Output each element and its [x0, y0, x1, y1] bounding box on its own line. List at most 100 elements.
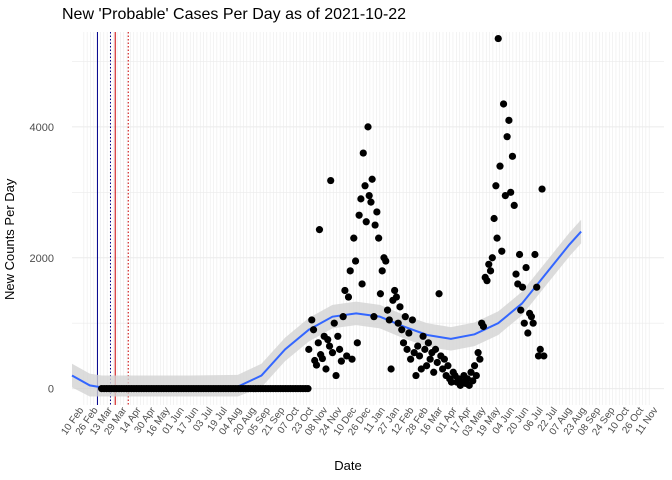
data-point [371, 221, 379, 229]
data-point [394, 319, 402, 327]
data-point [398, 326, 406, 334]
data-point [501, 191, 509, 200]
data-point [524, 329, 532, 337]
data-point [510, 201, 518, 210]
data-point [309, 326, 318, 334]
y-tick-label: 4000 [30, 122, 54, 134]
data-point [407, 355, 415, 363]
data-point [344, 293, 353, 301]
data-point [426, 355, 434, 363]
data-point [540, 352, 548, 360]
data-point [396, 303, 404, 311]
data-point [370, 313, 378, 321]
data-point [376, 290, 385, 298]
data-point [375, 234, 383, 242]
data-point [385, 316, 393, 324]
data-point [361, 182, 369, 190]
data-point [476, 355, 484, 363]
data-point [522, 263, 530, 272]
data-point [304, 385, 312, 393]
data-point [305, 345, 313, 353]
data-point [367, 198, 375, 206]
data-point [415, 352, 424, 360]
data-point [359, 149, 367, 157]
data-point [486, 267, 495, 275]
data-point [479, 322, 488, 331]
data-point [488, 254, 496, 262]
data-point [508, 152, 517, 160]
data-point [335, 345, 344, 353]
data-point [308, 316, 316, 324]
data-point [414, 342, 422, 350]
data-point [353, 339, 361, 347]
data-point [417, 365, 425, 373]
data-point [399, 339, 408, 347]
data-point [327, 176, 335, 185]
data-point [474, 349, 482, 357]
data-point [348, 355, 356, 363]
data-point [507, 188, 515, 196]
data-point [424, 339, 432, 347]
data-point [423, 362, 431, 370]
data-point [337, 357, 345, 365]
data-point [403, 345, 411, 353]
data-point [314, 339, 322, 347]
data-point [438, 365, 447, 373]
data-point [373, 208, 381, 216]
data-point [355, 211, 363, 219]
data-point [346, 267, 354, 275]
data-point [387, 365, 395, 373]
chart-title: New 'Probable' Cases Per Day as of 2021-… [62, 6, 407, 23]
data-point [358, 280, 366, 288]
data-point [517, 306, 525, 314]
data-point [483, 277, 491, 285]
data-point [392, 293, 401, 301]
data-point [472, 371, 480, 380]
data-point [440, 355, 448, 363]
y-tick-label: 2000 [30, 253, 54, 265]
data-point [401, 313, 409, 321]
data-point [421, 345, 429, 353]
data-point [533, 283, 541, 291]
data-point [364, 123, 372, 131]
data-point [410, 349, 418, 357]
data-point [435, 290, 443, 298]
data-point [470, 362, 479, 370]
data-point [328, 349, 337, 357]
data-point [430, 368, 438, 376]
data-point [534, 352, 543, 360]
data-point [469, 377, 477, 385]
data-point [518, 283, 527, 291]
data-point [357, 195, 365, 203]
data-point [499, 100, 508, 108]
confidence-ribbon [72, 219, 582, 397]
data-point [341, 286, 349, 295]
y-tick-label: 0 [48, 384, 54, 396]
data-point [503, 133, 511, 141]
data-point [433, 358, 441, 367]
data-point [351, 257, 360, 265]
data-point [490, 214, 498, 223]
data-point [325, 342, 334, 350]
data-point [405, 329, 413, 337]
data-point [496, 162, 504, 170]
data-point [365, 191, 373, 200]
data-point [318, 354, 327, 363]
data-point [339, 313, 347, 321]
data-point [512, 270, 520, 278]
data-point [538, 185, 546, 193]
data-point [332, 371, 340, 380]
data-point [485, 260, 493, 268]
data-point [382, 257, 390, 265]
data-point [515, 250, 524, 259]
data-point [419, 332, 427, 340]
data-point [536, 345, 544, 353]
data-point [368, 175, 376, 183]
data-point [447, 378, 456, 386]
data-point [412, 371, 420, 380]
data-point [330, 319, 338, 327]
data-point [492, 182, 500, 190]
data-point [391, 286, 399, 295]
